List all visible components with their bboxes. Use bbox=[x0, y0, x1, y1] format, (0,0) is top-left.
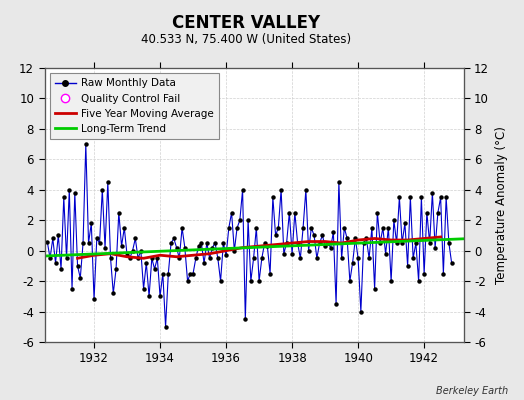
Text: CENTER VALLEY: CENTER VALLEY bbox=[172, 14, 320, 32]
Text: Berkeley Earth: Berkeley Earth bbox=[436, 386, 508, 396]
Text: 40.533 N, 75.400 W (United States): 40.533 N, 75.400 W (United States) bbox=[141, 33, 352, 46]
Legend: Raw Monthly Data, Quality Control Fail, Five Year Moving Average, Long-Term Tren: Raw Monthly Data, Quality Control Fail, … bbox=[50, 73, 219, 139]
Y-axis label: Temperature Anomaly (°C): Temperature Anomaly (°C) bbox=[495, 126, 508, 284]
